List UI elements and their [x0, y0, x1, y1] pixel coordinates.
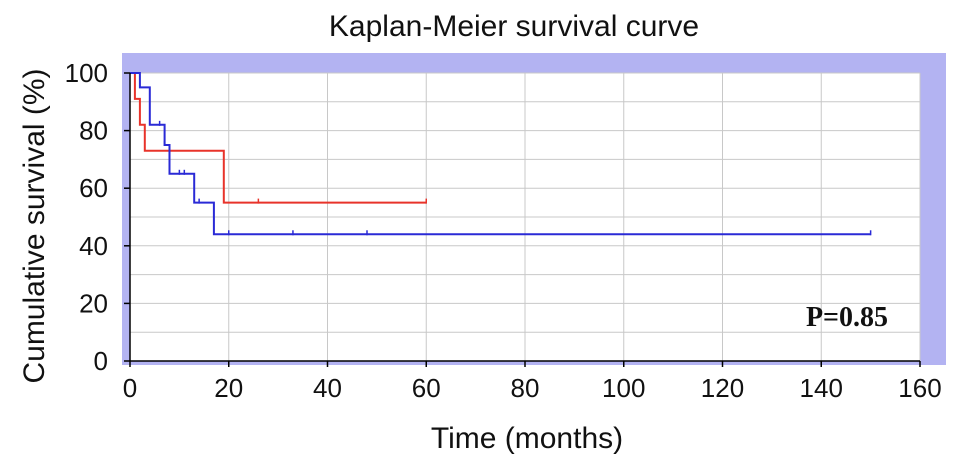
x-tick-label: 160 [898, 373, 941, 403]
y-tick-label: 20 [79, 288, 108, 318]
y-tick-label: 0 [94, 346, 108, 376]
x-tick-label: 80 [511, 373, 540, 403]
x-tick-label: 100 [602, 373, 645, 403]
chart-title: Kaplan-Meier survival curve [329, 10, 699, 43]
y-tick-label: 80 [79, 116, 108, 146]
x-tick-label: 40 [313, 373, 342, 403]
x-tick-label: 20 [214, 373, 243, 403]
x-tick-label: 120 [701, 373, 744, 403]
y-tick-labels: 0 20 40 60 80 100 [65, 58, 130, 376]
x-tick-label: 60 [412, 373, 441, 403]
survival-curve-2 [130, 72, 871, 236]
y-tick-label: 60 [79, 173, 108, 203]
y-tick-label: 100 [65, 58, 108, 88]
series-group [130, 72, 872, 236]
survival-curve-1 [130, 72, 427, 204]
x-tick-label: 140 [800, 373, 843, 403]
y-axis-label: Cumulative survival (%) [18, 68, 51, 383]
x-tick-label: 0 [123, 373, 137, 403]
p-value-annotation: P=0.85 [806, 302, 888, 333]
y-tick-label: 40 [79, 231, 108, 261]
x-tick-labels: 0 20 40 60 80 100 120 140 160 [123, 361, 942, 403]
x-axis-label: Time (months) [431, 422, 623, 455]
grid-lines [130, 72, 921, 361]
